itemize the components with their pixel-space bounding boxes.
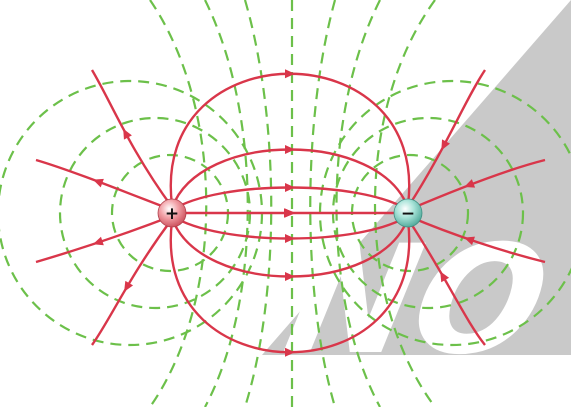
positive-charge: + bbox=[157, 198, 187, 228]
field-arrow-8-0 bbox=[92, 178, 104, 188]
field-arrow-9-0 bbox=[92, 236, 104, 246]
positive-charge-sphere bbox=[157, 198, 187, 228]
equipotential-arc-left-3 bbox=[243, 0, 273, 407]
field-arrow-0-0 bbox=[285, 208, 295, 218]
field-line-neg-in-3 bbox=[407, 214, 546, 264]
watermark-text: NO bbox=[273, 213, 563, 388]
field-line-pos-out-4 bbox=[91, 218, 173, 346]
field-line-neg-in-1 bbox=[406, 69, 486, 208]
field-arrow-6-0 bbox=[284, 347, 295, 357]
field-line-neg-in-2 bbox=[407, 158, 546, 212]
field-line-neg-in-4 bbox=[406, 218, 486, 346]
field-arrow-5-0 bbox=[284, 69, 295, 79]
negative-charge-sphere bbox=[393, 198, 423, 228]
field-arrow-1-0 bbox=[284, 182, 295, 192]
equipotential-arc-right-1 bbox=[309, 0, 337, 407]
field-arrow-7-0 bbox=[123, 128, 132, 140]
field-arrow-11-0 bbox=[441, 139, 450, 151]
positive-charge-symbol: + bbox=[165, 204, 179, 224]
field-arrow-4-0 bbox=[284, 272, 295, 282]
field-arrow-10-0 bbox=[124, 280, 134, 292]
field-arrow-3-0 bbox=[284, 144, 295, 154]
equipotential-arc-right-2 bbox=[335, 0, 381, 407]
negative-charge-symbol: − bbox=[401, 204, 415, 224]
equipotential-arc-left-1 bbox=[149, 0, 208, 407]
field-line-inner-upper bbox=[171, 186, 409, 212]
field-line-mid-upper bbox=[170, 148, 410, 209]
field-arrows bbox=[92, 69, 476, 357]
negative-charge: − bbox=[393, 198, 423, 228]
equipotential-arc-right-3 bbox=[373, 0, 436, 407]
field-arrow-12-0 bbox=[464, 179, 476, 188]
field-arrow-2-0 bbox=[284, 234, 295, 244]
equipotential-arc-left-2 bbox=[204, 0, 249, 407]
field-line-pos-out-2 bbox=[35, 158, 173, 212]
field-line-pos-out-1 bbox=[90, 69, 173, 208]
field-arrow-14-0 bbox=[440, 271, 450, 283]
field-line-pos-out-3 bbox=[35, 214, 173, 264]
field-arrow-13-0 bbox=[464, 236, 475, 246]
